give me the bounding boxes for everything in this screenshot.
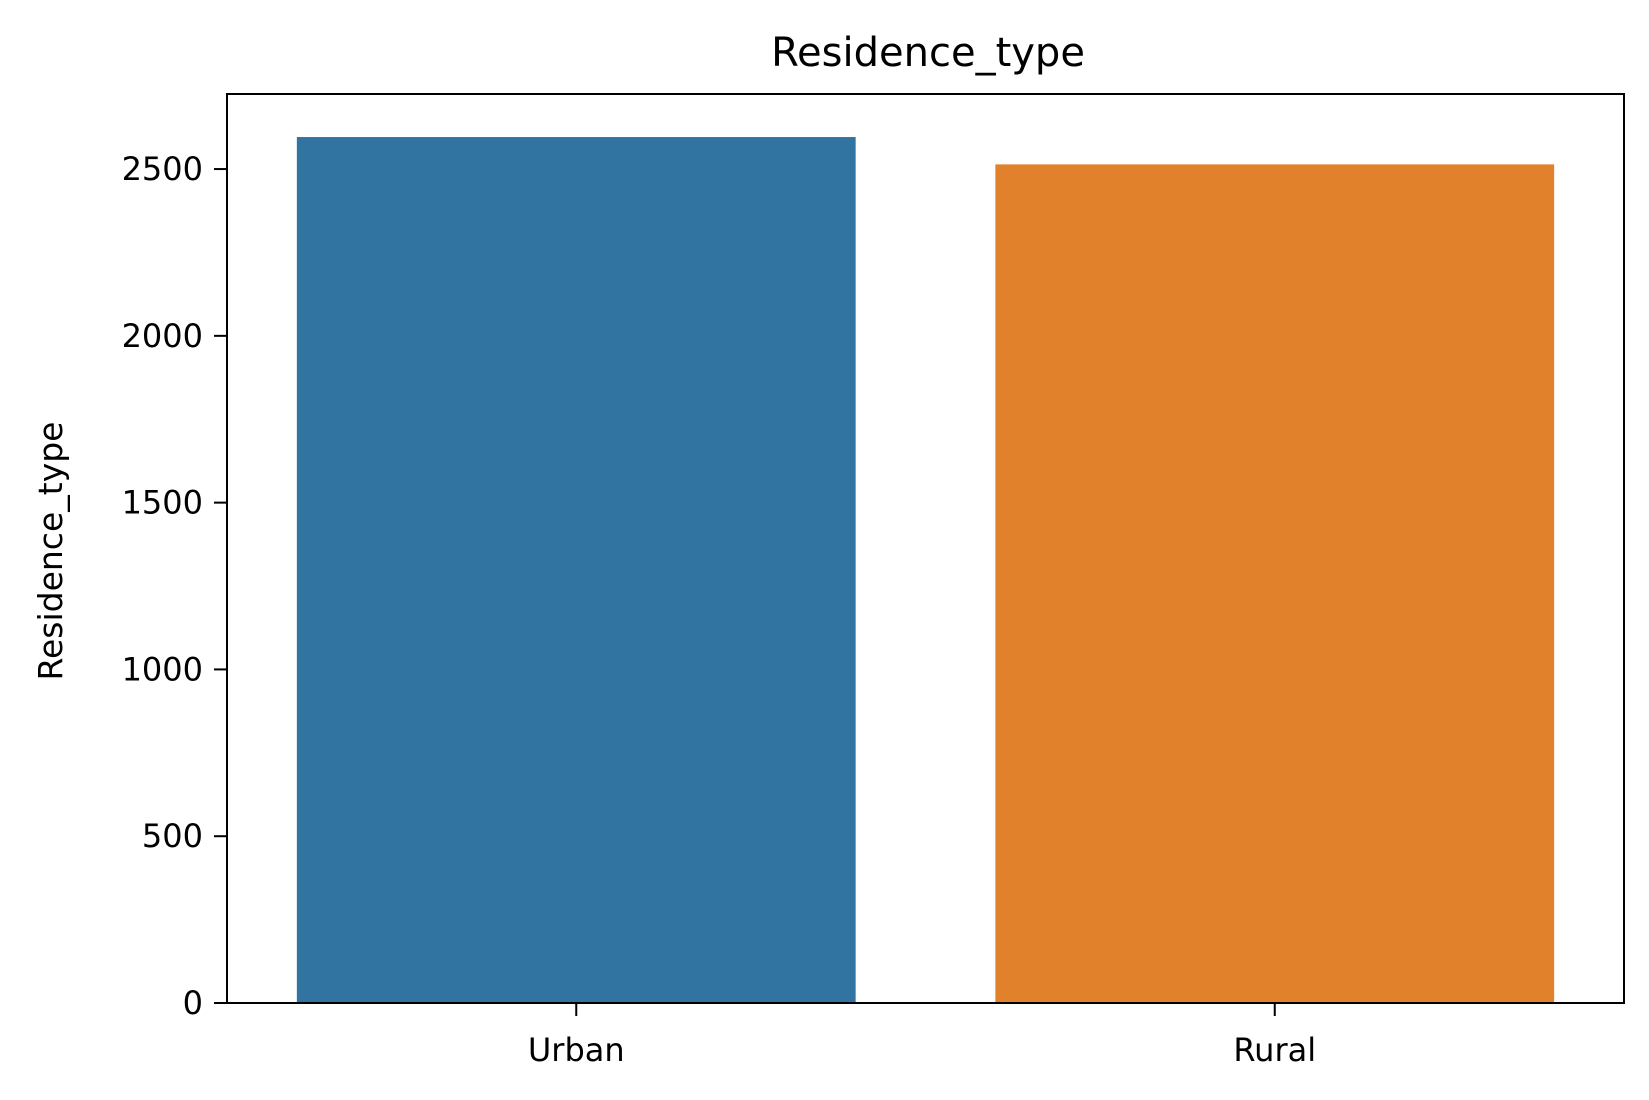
x-tick-label: Rural: [1233, 1031, 1316, 1069]
y-tick-label: 500: [142, 817, 203, 855]
y-ticks: 0 500 1000 1500 2000 2500: [122, 150, 227, 1022]
x-ticks: Urban Rural: [528, 1003, 1316, 1069]
chart-title: Residence_type: [771, 30, 1085, 76]
x-tick-label: Urban: [528, 1031, 625, 1069]
bar-rural: [995, 164, 1555, 1003]
y-tick-label: 0: [183, 984, 203, 1022]
bar-urban: [296, 137, 856, 1003]
y-tick-label: 1500: [122, 484, 203, 522]
y-tick-label: 2000: [122, 317, 203, 355]
y-axis-label: Residence_type: [31, 422, 70, 681]
y-tick-label: 1000: [122, 650, 203, 688]
plot-frame: [226, 93, 1625, 1004]
bars-layer: [296, 137, 1555, 1003]
y-tick-label: 2500: [122, 150, 203, 188]
